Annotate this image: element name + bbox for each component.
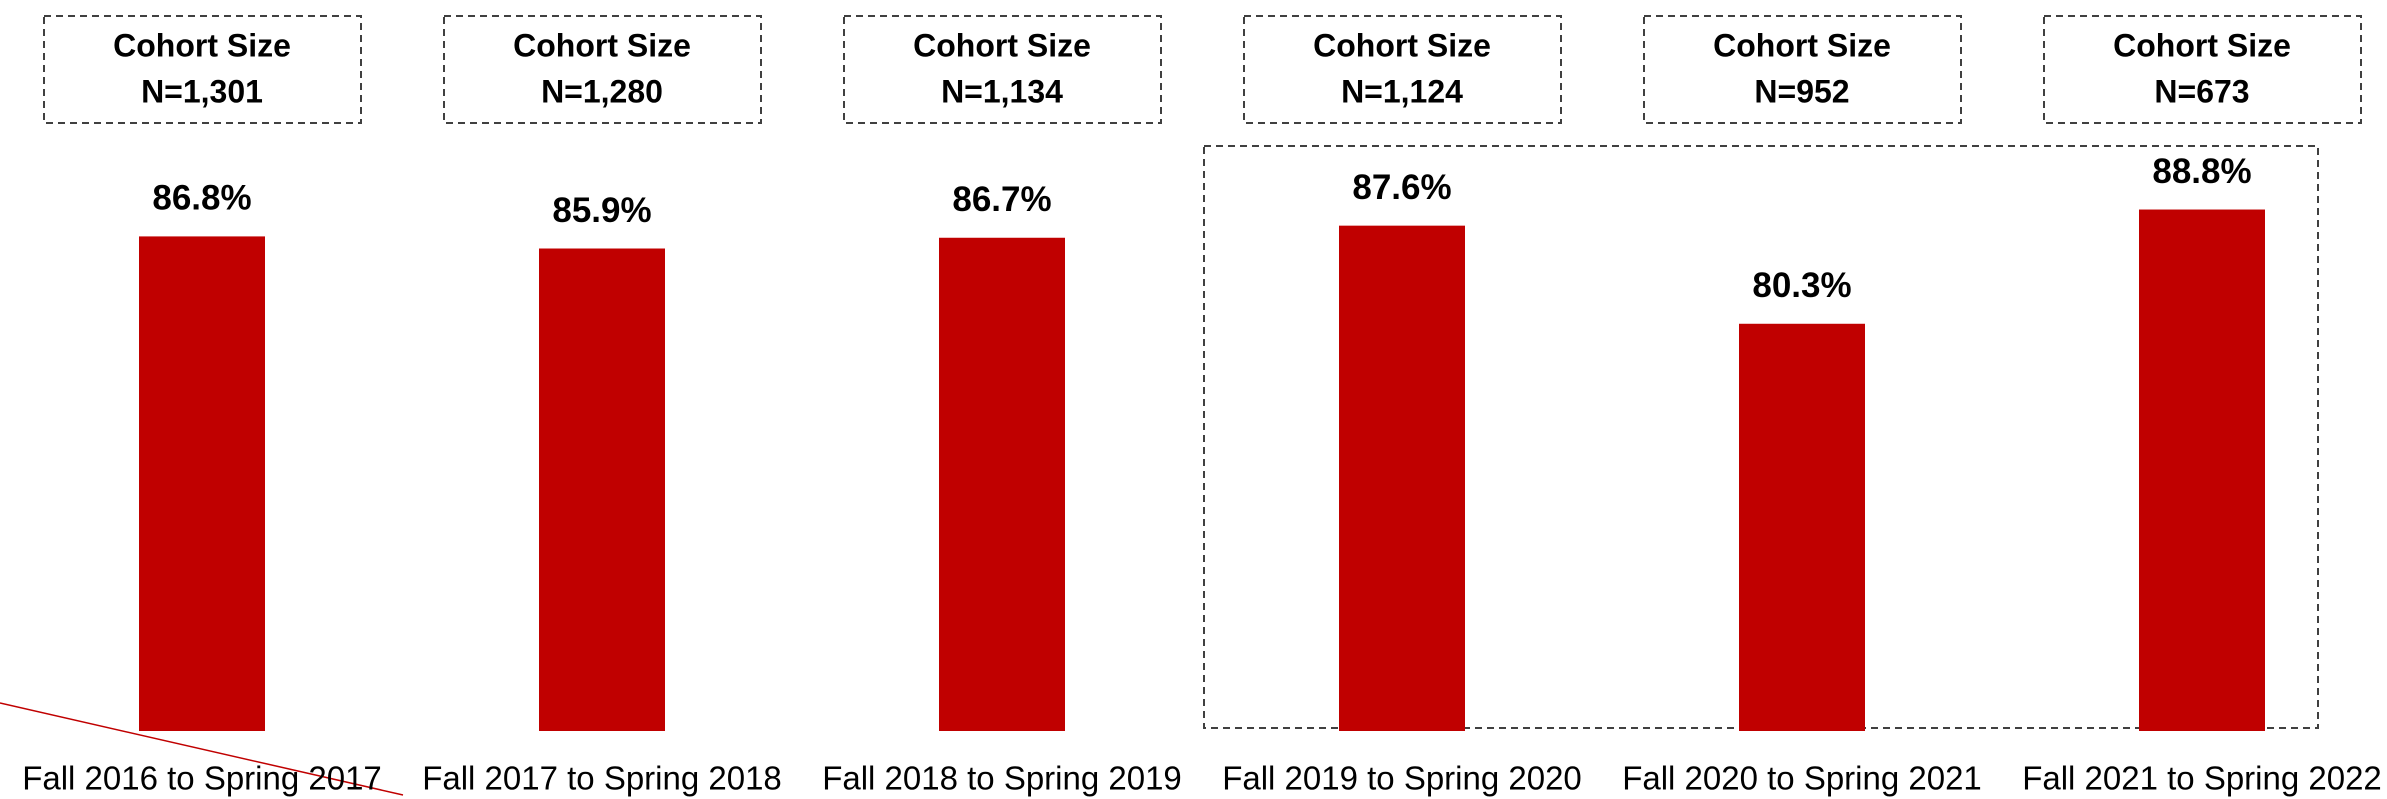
bar bbox=[1339, 225, 1465, 731]
value-label: 87.6% bbox=[1352, 168, 1451, 207]
cohort-title: Cohort Size bbox=[913, 27, 1091, 63]
cohort-box bbox=[843, 15, 1162, 124]
cohort-title: Cohort Size bbox=[513, 27, 691, 63]
cohort-title: Cohort Size bbox=[1313, 27, 1491, 63]
bar bbox=[139, 236, 265, 731]
decor-line bbox=[0, 702, 404, 796]
cohort-size: N=1,280 bbox=[541, 73, 663, 109]
value-label: 86.8% bbox=[152, 179, 251, 218]
x-tick-label: Fall 2019 to Spring 2020 bbox=[1222, 760, 1582, 797]
cohort-box bbox=[2043, 15, 2362, 124]
cohort-box bbox=[1643, 15, 1962, 124]
cohort-size: N=952 bbox=[1754, 73, 1849, 109]
bar bbox=[2139, 209, 2265, 731]
value-label: 86.7% bbox=[952, 180, 1051, 219]
bar bbox=[1739, 323, 1865, 731]
x-tick-label: Fall 2017 to Spring 2018 bbox=[422, 760, 782, 797]
cohort-title: Cohort Size bbox=[2113, 27, 2291, 63]
cohort-title: Cohort Size bbox=[113, 27, 291, 63]
x-tick-label: Fall 2021 to Spring 2022 bbox=[2022, 760, 2382, 797]
value-label: 80.3% bbox=[1752, 266, 1851, 305]
cohort-box bbox=[1243, 15, 1562, 124]
cohort-box bbox=[43, 15, 362, 124]
value-label: 88.8% bbox=[2152, 152, 2251, 191]
highlight-box bbox=[1203, 145, 2319, 729]
x-tick-label: Fall 2018 to Spring 2019 bbox=[822, 760, 1182, 797]
bar bbox=[539, 248, 665, 731]
cohort-size: N=1,124 bbox=[1341, 73, 1463, 109]
x-tick-label: Fall 2020 to Spring 2021 bbox=[1622, 760, 1982, 797]
cohort-title: Cohort Size bbox=[1713, 27, 1891, 63]
cohort-size: N=1,134 bbox=[941, 73, 1063, 109]
cohort-box bbox=[443, 15, 762, 124]
cohort-size: N=1,301 bbox=[141, 73, 263, 109]
x-tick-label: Fall 2016 to Spring 2017 bbox=[22, 760, 382, 797]
bar bbox=[939, 237, 1065, 731]
cohort-size: N=673 bbox=[2154, 73, 2249, 109]
value-label: 85.9% bbox=[552, 191, 651, 230]
